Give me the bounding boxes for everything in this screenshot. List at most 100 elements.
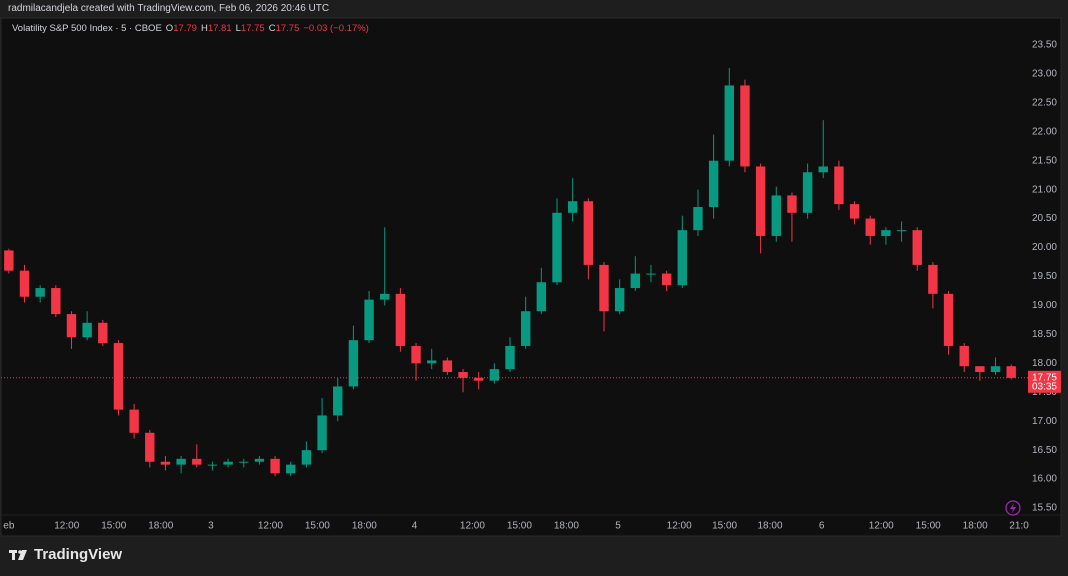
alert-icon[interactable] [1005,500,1021,516]
candle-body [567,201,578,213]
candle-body [51,288,61,315]
candle-body [35,288,45,297]
legend-key: O [165,23,174,34]
y-tick-label: 17.00 [1032,416,1057,427]
candle-body [536,282,547,312]
x-tick-label: 12:00 [54,521,79,532]
candle-body [192,458,202,465]
candle-body [176,458,186,465]
x-tick-label: 18:00 [148,521,173,532]
y-tick-label: 21.00 [1032,184,1057,195]
candle-body [677,230,687,286]
candle-body [239,461,249,463]
y-tick-label: 21.50 [1032,155,1057,166]
x-tick-label: 15:00 [916,521,941,532]
candle-body [113,343,124,410]
candle-body [520,311,531,346]
candle-body [442,360,453,372]
x-tick-label: 15:00 [712,521,737,532]
candle-body [489,369,500,381]
candle-body [348,340,359,387]
x-tick-label: 12:00 [667,521,692,532]
x-tick-label: 12:00 [869,521,894,532]
x-tick-label: 3 [208,521,214,532]
candle-body [160,461,171,465]
candle-body [317,415,327,451]
y-tick-label: 15.50 [1032,503,1057,514]
candle-body [473,377,484,381]
legend-value: 17.75 [275,23,300,34]
y-tick-label: 20.00 [1032,242,1057,253]
y-tick-label: 18.50 [1032,329,1057,340]
legend-change: −0.03 (−0.17%) [303,23,369,34]
candle-body [4,250,14,271]
candle-body [66,314,77,338]
caption: radmilacandjela created with TradingView… [8,3,330,14]
candle-body [223,461,233,465]
x-tick-label: 6 [819,521,825,532]
alert-bolt [1010,503,1016,513]
candle-body [646,273,656,275]
candle-body [896,230,907,232]
candle-body [630,273,641,289]
x-tick-label: 15:00 [305,521,330,532]
x-tick-label: 15:00 [101,521,126,532]
candle-body [301,450,312,465]
legend-value: 17.79 [173,23,197,34]
candle-body [583,201,594,265]
candle-body [755,166,766,236]
x-tick-label: 21:0 [1009,521,1029,532]
candle-body [599,264,609,312]
x-tick-label: 18:00 [757,521,782,532]
symbol: Volatility S&P 500 Index · 5 · CBOE [12,23,162,34]
candle-body [395,293,406,346]
candle-body [427,360,437,364]
candle-body [380,293,390,300]
candle-body [333,386,343,416]
candle-body [881,230,891,236]
candle-body [505,345,515,370]
candle-body [364,299,374,341]
x-tick-label: 18:00 [352,521,377,532]
candle-body [614,288,625,312]
last-price-box [1028,370,1061,393]
candle-body [959,345,969,367]
last-price-label: 17.75 [1032,372,1057,383]
y-tick-label: 20.50 [1032,213,1057,224]
x-tick-label: 5 [615,521,621,532]
symbol-legend: Volatility S&P 500 Index · 5 · CBOE O17.7… [12,23,369,34]
legend-key: C [268,23,276,34]
candle-body [975,366,985,372]
x-tick-label: 18:00 [963,521,988,532]
candle-body [98,322,108,344]
logo-icon [9,550,27,560]
candle-body [458,372,468,378]
candle-body [787,195,797,213]
y-tick-label: 19.00 [1032,300,1057,311]
candle-body [286,464,296,474]
y-tick-label: 16.00 [1032,474,1057,485]
candle-body [270,458,280,474]
y-tick-label: 22.00 [1032,126,1057,137]
candle-body [693,207,703,231]
legend-key: L [235,23,241,34]
candle-body [990,366,1001,372]
candle-body [411,345,421,364]
candle-body [145,432,155,462]
candle-body [19,270,30,297]
candle-body [740,85,750,167]
candle-body [129,409,139,433]
x-tick-label: 4 [412,521,418,532]
candle-body [912,230,922,265]
x-tick-label: 12:00 [258,521,283,532]
legend-value: 17.75 [240,23,265,34]
x-tick-label: eb [3,521,15,532]
candle-body [724,85,734,161]
candle-body [661,273,672,286]
candle-body [1006,366,1016,378]
candle-body [708,160,719,207]
y-tick-label: 22.50 [1032,97,1057,108]
brand: TradingView [34,546,123,563]
